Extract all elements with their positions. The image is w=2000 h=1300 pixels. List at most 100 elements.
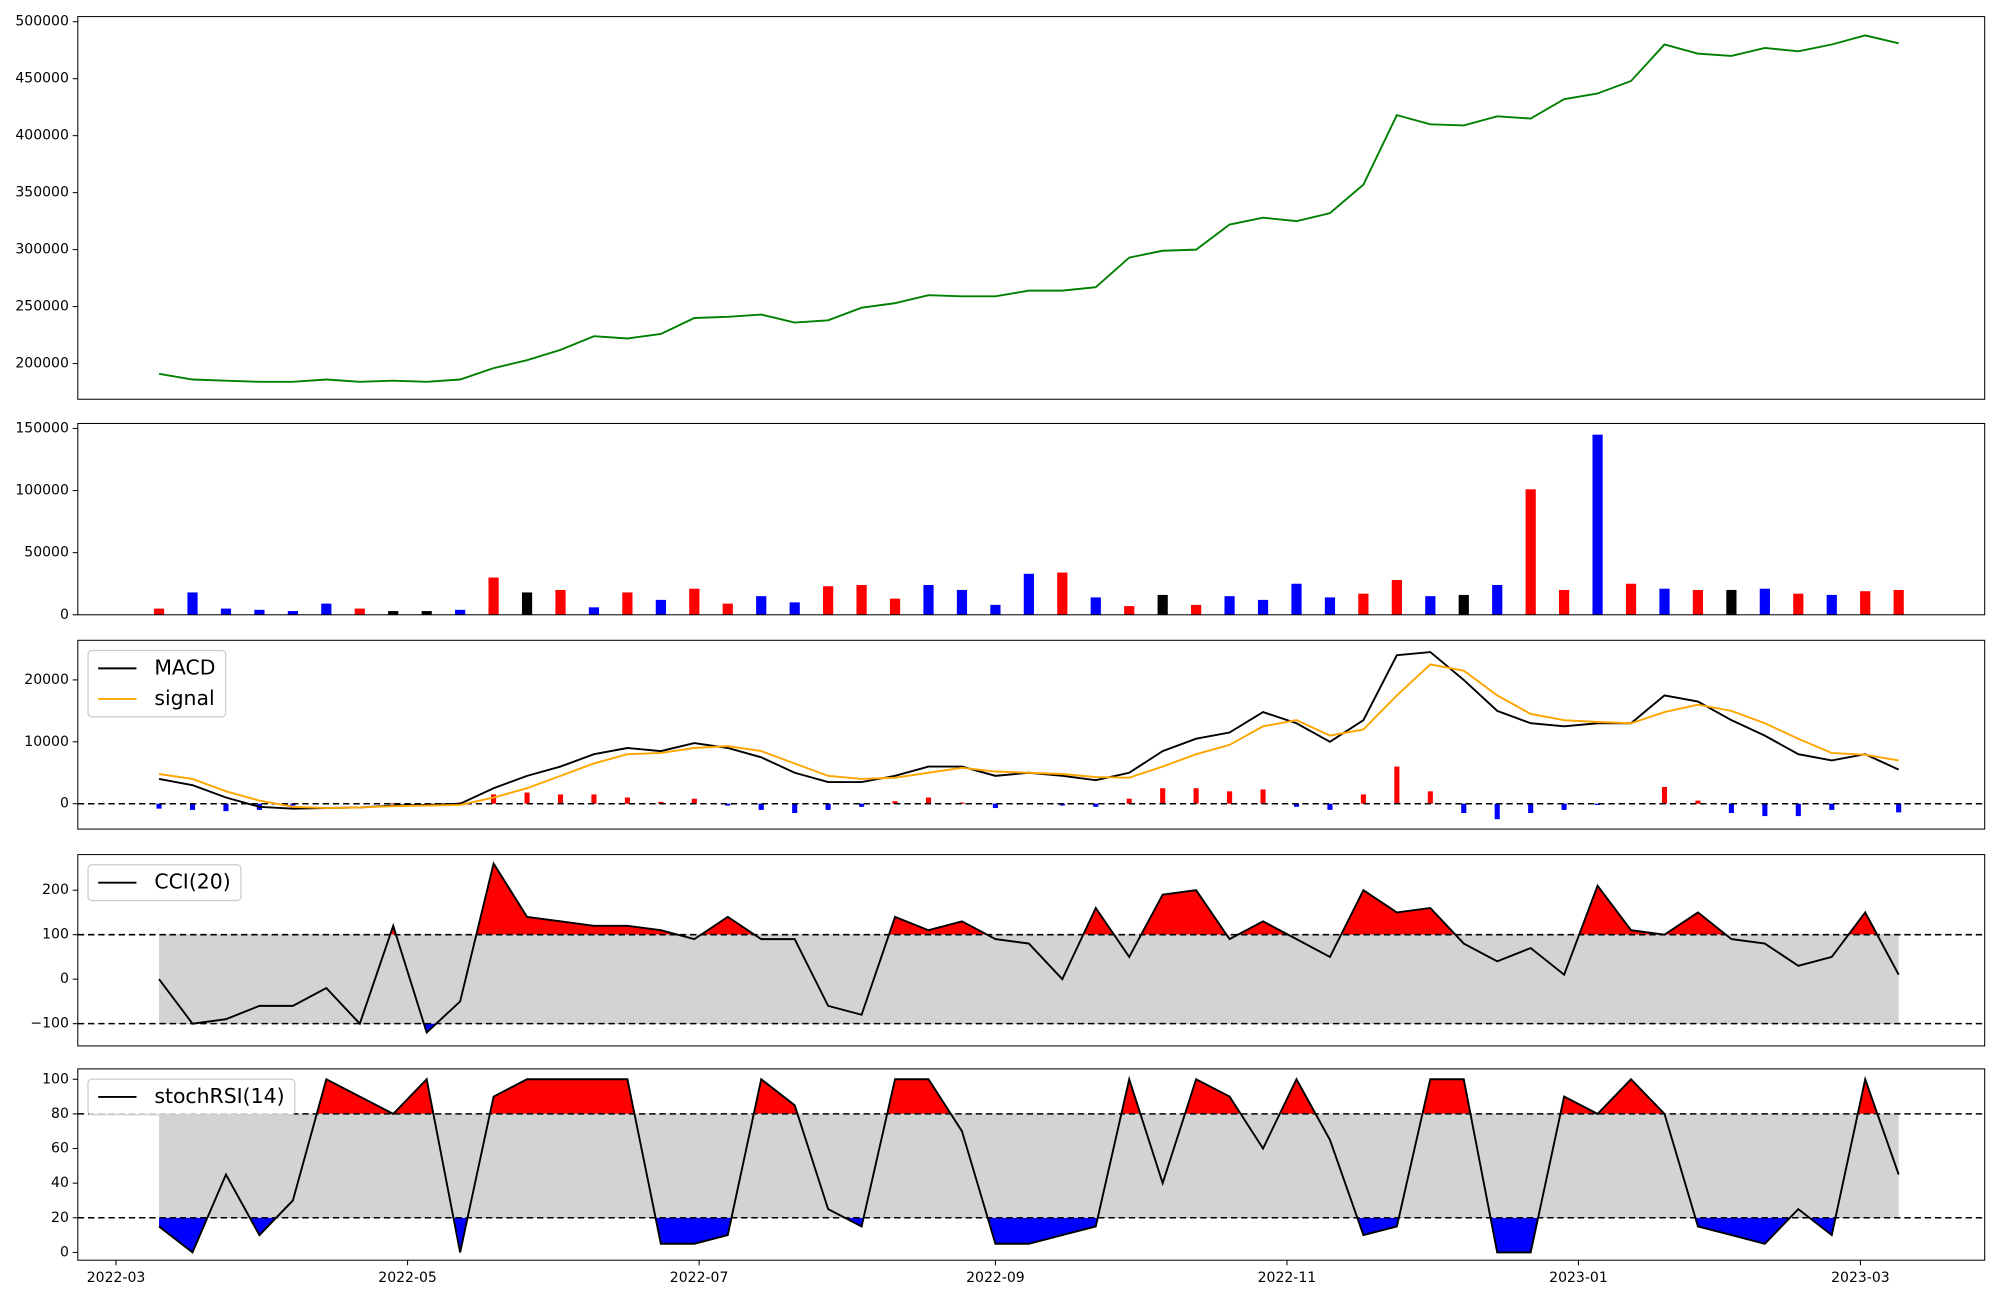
volume-bar	[555, 589, 566, 615]
y-tick-label: 350000	[15, 185, 69, 201]
volume-bar	[421, 611, 432, 615]
histogram-bar	[992, 803, 998, 809]
series-line	[158, 1075, 1900, 1254]
histogram-bar	[1661, 786, 1668, 804]
histogram-bar	[892, 801, 898, 804]
series-line	[158, 651, 1900, 810]
volume-bar	[1492, 584, 1503, 615]
volume-bar	[588, 607, 600, 615]
plot-area	[77, 861, 1985, 1035]
histogram-bar	[1695, 800, 1701, 804]
y-tick-label: 300000	[15, 242, 69, 258]
volume-bar	[287, 611, 298, 615]
panel: −100 0 100 200 CCI(20)	[30, 854, 1986, 1047]
y-tick-label: 20	[51, 1210, 69, 1226]
histogram-bar	[825, 803, 831, 810]
volume-bar	[622, 592, 633, 615]
volume-bar	[1826, 594, 1837, 615]
volume-bar	[1224, 596, 1235, 615]
histogram-bar	[223, 803, 229, 812]
volume-bar	[823, 586, 834, 615]
histogram-bar	[491, 794, 497, 804]
histogram-bar	[1795, 803, 1801, 817]
overbought-fill	[390, 863, 1878, 935]
volume-bar	[923, 584, 934, 615]
volume-bar	[1257, 599, 1269, 615]
volume-bar	[1458, 594, 1469, 615]
y-tick-label: 500000	[15, 14, 69, 30]
volume-bar	[956, 589, 968, 615]
legend-box	[87, 649, 227, 718]
y-tick-label: 0	[60, 971, 69, 987]
legend: MACD signal	[87, 649, 227, 718]
y-tick-label: 100000	[15, 483, 69, 499]
volume-bar	[689, 588, 700, 615]
histogram-bar	[1394, 766, 1400, 804]
histogram-bar	[1494, 803, 1500, 820]
volume-bar	[1191, 604, 1202, 615]
y-tick-label: 10000	[24, 734, 69, 750]
histogram-bar	[1896, 803, 1902, 813]
histogram-bar	[925, 797, 932, 804]
panel-frame	[77, 422, 1986, 616]
histogram-bar	[758, 803, 764, 810]
histogram-bar	[591, 794, 597, 804]
volume-bar	[1391, 580, 1402, 615]
y-tick-label: 0	[60, 607, 69, 623]
volume-bar	[354, 608, 365, 615]
volume-bar	[1692, 589, 1704, 615]
x-tick-label: 2023-03	[1831, 1270, 1890, 1286]
plot-area	[153, 434, 1904, 615]
legend: CCI(20)	[87, 864, 242, 902]
histogram-bar	[792, 803, 798, 813]
plot-area	[77, 1075, 1985, 1254]
oversold-fill	[159, 1217, 1836, 1253]
y-tick-label: −100	[30, 1016, 69, 1032]
volume-bar	[1592, 434, 1603, 615]
x-tick-label: 2022-03	[87, 1270, 146, 1286]
histogram-bar	[1193, 788, 1199, 804]
histogram-bar	[1327, 803, 1333, 810]
histogram-bar	[1293, 803, 1300, 807]
plot-area	[77, 651, 1985, 820]
volume-bar	[1023, 573, 1034, 615]
histogram-bar	[1595, 803, 1601, 805]
histogram-bar	[859, 803, 865, 807]
histogram-bar	[1728, 803, 1734, 813]
series-line	[158, 663, 1899, 809]
y-tick-label: 450000	[15, 71, 69, 87]
volume-bar	[521, 592, 533, 615]
panel: 200000 250000 300000 350000 400000 450000 5000…	[15, 14, 1986, 400]
x-tick-label: 2022-09	[966, 1270, 1025, 1286]
y-tick-label: 50000	[24, 545, 69, 561]
volume-bar	[1425, 596, 1436, 615]
histogram-bar	[290, 803, 296, 806]
volume-bar	[321, 603, 332, 615]
volume-bar	[1057, 572, 1068, 615]
neutral-band	[159, 934, 1899, 1024]
volume-bar	[1157, 594, 1168, 615]
volume-bar	[187, 592, 198, 615]
panel: 0 20 40 60 80 100 2022-03 2022-05 2022-07 2022-09…	[42, 1068, 1986, 1286]
volume-bar	[1759, 588, 1770, 615]
histogram-bar	[1227, 791, 1233, 804]
legend-label: signal	[154, 686, 214, 710]
panel-frame	[77, 1068, 1986, 1261]
legend-box	[87, 864, 242, 902]
volume-bar	[1358, 593, 1369, 615]
histogram-bar	[524, 792, 530, 804]
y-tick-label: 400000	[15, 128, 69, 144]
volume-bar	[1559, 589, 1570, 615]
y-tick-label: 250000	[15, 299, 69, 315]
y-tick-label: 100	[42, 927, 69, 943]
volume-bar	[1726, 589, 1737, 615]
histogram-bar	[1528, 803, 1534, 813]
histogram-bar	[725, 803, 731, 806]
y-tick-label: 200	[42, 882, 69, 898]
volume-bar	[990, 604, 1001, 615]
histogram-bar	[1829, 803, 1835, 810]
series-line	[158, 861, 1900, 1035]
histogram-bar	[390, 803, 396, 804]
overbought-fill	[159, 1079, 1899, 1114]
